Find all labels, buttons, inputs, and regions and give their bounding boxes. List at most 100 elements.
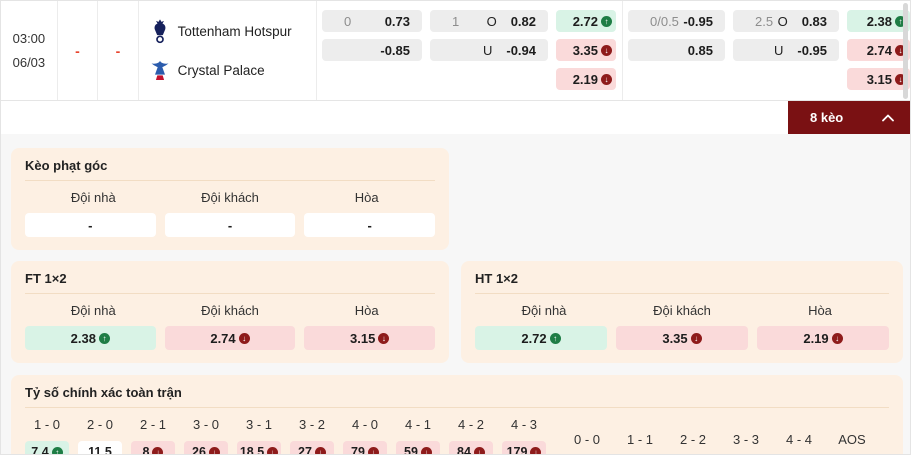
odds-cell[interactable]: 2.72 ↑	[475, 326, 607, 350]
odds-cell[interactable]: 2.74 ↓	[847, 39, 910, 61]
score-column: 2 - 18↓9↑	[131, 416, 175, 454]
odds-value: 3.15	[866, 71, 892, 87]
odds-value: 27	[298, 445, 312, 455]
odds-line	[745, 43, 759, 58]
scrollbar[interactable]	[903, 3, 908, 99]
under-odds[interactable]: U -0.94	[430, 39, 548, 61]
odds-cell[interactable]: -	[25, 213, 156, 237]
score-header: 3 - 2	[298, 417, 325, 432]
odds-cell[interactable]: 2.74 ↓	[164, 326, 296, 350]
odds-cell[interactable]: 2.38 ↑	[847, 10, 910, 32]
odds-cell[interactable]: 3.35 ↓	[616, 326, 748, 350]
odds-value: 0.83	[801, 13, 827, 29]
odds-cell[interactable]: 3.35 ↓	[556, 39, 616, 61]
home-team[interactable]: Tottenham Hotspur	[150, 18, 292, 44]
column-header: Đội khách	[653, 303, 711, 318]
odds-cell[interactable]: 2.72 ↑	[556, 10, 616, 32]
odds-cell[interactable]: 2.19 ↓	[556, 68, 616, 90]
handicap-column: 0/0.5 -0.95 0.85	[628, 10, 725, 100]
odds-value: 2.19	[803, 330, 829, 346]
over-odds[interactable]: 1 O 0.82	[430, 10, 548, 32]
score-column: 4 - 079↓129↑	[343, 416, 387, 455]
ft-section-title: FT 1×2	[25, 271, 435, 294]
odds-cell[interactable]: 3.15 ↓	[847, 68, 910, 90]
odds-cell[interactable]: 2.19 ↓	[757, 326, 889, 350]
score-column: 3 - 364↓	[724, 431, 768, 454]
over-odds[interactable]: 2.5 O 0.83	[733, 10, 839, 32]
over-under-label: U	[482, 42, 493, 58]
odds-cell[interactable]: 27 ↓	[290, 441, 334, 455]
odds-line	[640, 43, 654, 58]
trend-down-icon: ↓	[420, 446, 432, 454]
odds-cell[interactable]: 59 ↓	[396, 441, 440, 454]
odds-value: -0.94	[506, 42, 536, 58]
ft-cells: 2.38 ↑ 2.74 ↓ 3.15 ↓	[25, 326, 436, 350]
score-column: 2 - 011.514.5↑	[78, 416, 122, 454]
score-column: AOS35	[830, 431, 874, 454]
odds-count-toggle[interactable]: 8 kèo	[788, 101, 910, 134]
odds-value: 0.82	[510, 13, 536, 29]
column-header: Đội nhà	[521, 303, 567, 318]
odds-value: 2.72	[521, 330, 547, 346]
odds-cell[interactable]: 3.15 ↓	[304, 326, 436, 350]
odds-value: 79	[351, 445, 365, 455]
column-header: Đội khách	[201, 303, 259, 318]
over-under-label: U	[773, 42, 784, 58]
score-header: 4 - 2	[457, 417, 484, 432]
trend-up-icon: ↑	[98, 332, 110, 344]
handicap-odds[interactable]: 0/0.5 -0.95	[628, 10, 725, 32]
draw-score-group: 0 - 010.5↑1 - 15.1↑2 - 2123 - 364↓4 - 42…	[565, 416, 883, 454]
trend-down-icon: ↓	[378, 332, 390, 344]
odds-value: 2.72	[572, 13, 598, 29]
column-header: Đội nhà	[70, 190, 116, 205]
odds-value: 2.38	[70, 330, 96, 346]
odds-cell[interactable]: -	[304, 213, 436, 237]
odds-value: 179	[506, 445, 528, 455]
odds-cell[interactable]: 2.38 ↑	[25, 326, 156, 350]
odds-cell[interactable]: 26 ↓	[184, 441, 228, 454]
away-score: -	[98, 1, 139, 100]
odds-cell[interactable]: 11.5	[78, 441, 122, 454]
odds-cell[interactable]: 18.5 ↓	[237, 441, 281, 454]
away-team[interactable]: Crystal Palace	[150, 57, 265, 83]
corner-cells: ---	[25, 213, 436, 237]
odds-value: -	[367, 217, 372, 233]
odds-cell[interactable]: 7.4 ↑	[25, 441, 69, 454]
trend-down-icon: ↓	[267, 446, 279, 454]
handicap-column: 0 0.73 -0.85	[322, 10, 422, 100]
odds-value: 2.74	[210, 330, 236, 346]
ft-1x2-section: FT 1×2 Đội nhà Đội khách Hòa 2.38 ↑ 2.74 ↓ 3.1…	[11, 261, 449, 363]
corner-section-title: Kèo phạt góc	[25, 158, 435, 181]
handicap-odds[interactable]: 0 0.73	[322, 10, 422, 32]
over-under-column: 2.5 O 0.83 U -0.95	[733, 10, 839, 100]
odds-cell[interactable]: -	[164, 213, 296, 237]
score-header: 2 - 0	[86, 417, 113, 432]
trend-up-icon: ↑	[895, 15, 906, 27]
trend-down-icon: ↓	[601, 44, 612, 56]
odds-count-label: 8 kèo	[810, 110, 844, 125]
trend-down-icon: ↓	[152, 446, 164, 454]
over-under-column: 1 O 0.82 U -0.94	[430, 10, 548, 100]
score-column: 2 - 212	[671, 431, 715, 454]
score-column: 3 - 118.5↓24	[237, 416, 281, 454]
handicap-odds[interactable]: -0.85	[322, 39, 422, 61]
ht-1x2-section: HT 1×2 Đội nhà Đội khách Hòa 2.72 ↑ 3.35 ↓ 2.1…	[461, 261, 903, 363]
odds-value: 0.73	[384, 13, 410, 29]
ht-cells: 2.72 ↑ 3.35 ↓ 2.19 ↓	[475, 326, 889, 350]
trend-down-icon: ↓	[690, 332, 702, 344]
under-odds[interactable]: U -0.95	[733, 39, 839, 61]
x12-column: 2.72 ↑ 3.35 ↓ 2.19 ↓	[556, 10, 616, 100]
score-column: 0 - 010.5↑	[565, 431, 609, 454]
score-header: 4 - 0	[351, 417, 378, 432]
teams-block: Tottenham Hotspur Crystal Palace	[139, 1, 317, 100]
odds-cell[interactable]: 179 ↓	[502, 441, 546, 455]
odds-cell[interactable]: 8 ↓	[131, 441, 175, 454]
odds-cell[interactable]: 84 ↓	[449, 441, 493, 454]
odds-cell[interactable]: 79 ↓	[343, 441, 387, 455]
handicap-odds[interactable]: 0.85	[628, 39, 725, 61]
match-time: 03:00	[12, 31, 46, 46]
score-column: 1 - 15.1↑	[618, 431, 662, 454]
trend-down-icon: ↓	[208, 446, 220, 454]
match-date: 06/03	[12, 55, 46, 70]
